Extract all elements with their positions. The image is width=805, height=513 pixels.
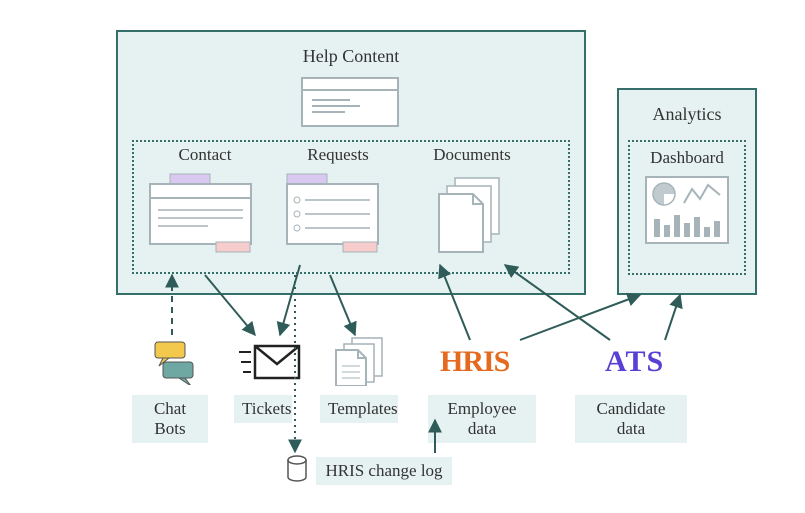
- ats-icon: ATS: [605, 345, 675, 385]
- dashboard-label: Dashboard: [628, 148, 746, 168]
- form-list-icon: [285, 172, 380, 257]
- chatbots-chip: Chat Bots: [132, 395, 208, 443]
- analytics-title: Analytics: [617, 104, 757, 125]
- hris-icon: HRIS: [440, 345, 535, 385]
- candidate-data-chip: Candidate data: [575, 395, 687, 443]
- sheets-icon: [332, 336, 392, 386]
- edge-ats_icon-to-analytics_outer: [665, 295, 680, 340]
- edge-hris_icon-to-analytics_outer: [520, 295, 640, 340]
- contact-label: Contact: [145, 145, 265, 165]
- dashboard-icon: [644, 175, 730, 245]
- tickets-chip: Tickets: [234, 395, 292, 423]
- webpage-icon: [300, 76, 400, 128]
- database-icon: [286, 455, 308, 483]
- templates-chip: Templates: [320, 395, 398, 423]
- card-icon: [148, 172, 253, 257]
- help-content-title: Help Content: [116, 46, 586, 67]
- requests-label: Requests: [278, 145, 398, 165]
- documents-icon: [425, 174, 515, 259]
- envelope-icon: [237, 342, 302, 384]
- changelog-chip: HRIS change log: [316, 457, 452, 485]
- chatbot-icon: [145, 340, 200, 385]
- documents-label: Documents: [412, 145, 532, 165]
- diagram-canvas: Help Content Contact Requests Documents: [0, 0, 805, 513]
- employee-data-chip: Employee data: [428, 395, 536, 443]
